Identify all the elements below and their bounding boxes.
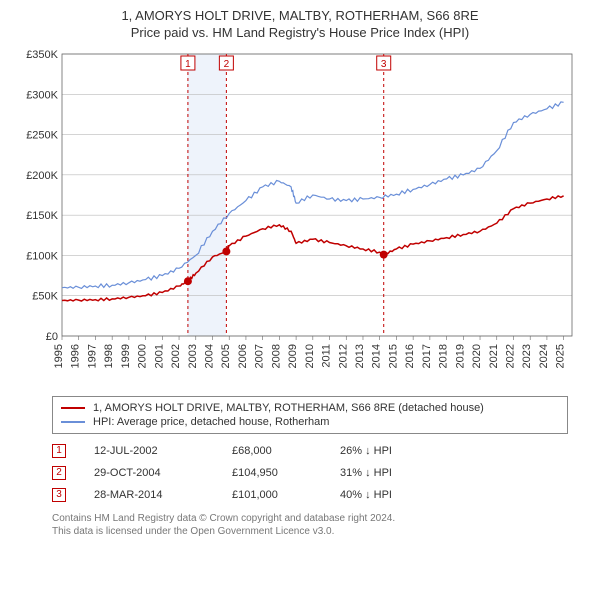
legend-label: HPI: Average price, detached house, Roth… (93, 416, 329, 428)
x-tick-label: 2014 (371, 344, 383, 368)
series-hpi (62, 102, 564, 289)
y-tick-label: £200K (26, 170, 58, 182)
x-tick-label: 2003 (187, 344, 199, 368)
y-tick-label: £300K (26, 89, 58, 101)
sale-num-box: 2 (52, 466, 66, 480)
x-tick-label: 2017 (421, 344, 433, 368)
sale-dot (380, 250, 388, 258)
sale-hpi: 40% ↓ HPI (340, 489, 460, 501)
axis-frame (62, 54, 572, 336)
sale-row: 3 28-MAR-2014 £101,000 40% ↓ HPI (52, 484, 580, 506)
x-tick-label: 2012 (337, 344, 349, 368)
sale-num-box: 3 (52, 488, 66, 502)
sale-date: 28-MAR-2014 (94, 489, 224, 501)
x-tick-label: 2015 (387, 344, 399, 368)
y-tick-label: £50K (32, 290, 58, 302)
x-tick-label: 1997 (86, 344, 98, 368)
legend-label: 1, AMORYS HOLT DRIVE, MALTBY, ROTHERHAM,… (93, 402, 484, 414)
sale-hpi: 31% ↓ HPI (340, 467, 460, 479)
x-tick-label: 2016 (404, 344, 416, 368)
x-tick-label: 2000 (137, 344, 149, 368)
series-property (62, 196, 564, 301)
sale-marker-num: 3 (381, 59, 387, 70)
x-tick-label: 2005 (220, 344, 232, 368)
legend-row: 1, AMORYS HOLT DRIVE, MALTBY, ROTHERHAM,… (61, 401, 559, 415)
footer-line-2: This data is licensed under the Open Gov… (52, 525, 580, 539)
sale-num-box: 1 (52, 444, 66, 458)
x-tick-label: 2018 (438, 344, 450, 368)
y-tick-label: £0 (46, 331, 58, 343)
x-tick-label: 2025 (555, 344, 567, 368)
x-tick-label: 2001 (153, 344, 165, 368)
legend-swatch (61, 421, 85, 423)
sale-marker-num: 1 (185, 59, 191, 70)
x-tick-label: 2008 (270, 344, 282, 368)
x-tick-label: 2019 (454, 344, 466, 368)
sale-price: £101,000 (232, 489, 332, 501)
x-tick-label: 2004 (203, 344, 215, 368)
x-tick-label: 2010 (304, 344, 316, 368)
title-line-1: 1, AMORYS HOLT DRIVE, MALTBY, ROTHERHAM,… (10, 8, 590, 25)
legend-row: HPI: Average price, detached house, Roth… (61, 415, 559, 429)
x-tick-label: 1999 (120, 344, 132, 368)
sale-row: 2 29-OCT-2004 £104,950 31% ↓ HPI (52, 462, 580, 484)
x-tick-label: 2024 (538, 344, 550, 368)
sale-dot (222, 247, 230, 255)
footer: Contains HM Land Registry data © Crown c… (52, 512, 580, 539)
y-tick-label: £250K (26, 129, 58, 141)
sale-hpi: 26% ↓ HPI (340, 445, 460, 457)
y-tick-label: £150K (26, 210, 58, 222)
x-tick-label: 2011 (321, 344, 333, 368)
sale-price: £68,000 (232, 445, 332, 457)
y-tick-label: £100K (26, 250, 58, 262)
title-line-2: Price paid vs. HM Land Registry's House … (10, 25, 590, 42)
x-tick-label: 2002 (170, 344, 182, 368)
x-tick-label: 2020 (471, 344, 483, 368)
x-tick-label: 1996 (70, 344, 82, 368)
sales-table: 1 12-JUL-2002 £68,000 26% ↓ HPI 2 29-OCT-2004… (52, 440, 580, 506)
footer-line-1: Contains HM Land Registry data © Crown c… (52, 512, 580, 526)
x-tick-label: 2023 (521, 344, 533, 368)
x-tick-label: 2021 (488, 344, 500, 368)
x-tick-label: 2013 (354, 344, 366, 368)
plot-area: £0 £50K £100K £150K £200K £250K £300K £350K 1995… (20, 48, 580, 388)
sale-row: 1 12-JUL-2002 £68,000 26% ↓ HPI (52, 440, 580, 462)
sale-dot (184, 277, 192, 285)
chart-container: 1, AMORYS HOLT DRIVE, MALTBY, ROTHERHAM,… (0, 0, 600, 549)
x-tick-label: 2006 (237, 344, 249, 368)
plot-svg: £0 £50K £100K £150K £200K £250K £300K £350K 1995… (20, 48, 580, 388)
shaded-band (187, 54, 225, 336)
x-tick-label: 2009 (287, 344, 299, 368)
sale-date: 12-JUL-2002 (94, 445, 224, 457)
sale-price: £104,950 (232, 467, 332, 479)
x-tick-label: 1998 (103, 344, 115, 368)
legend-swatch (61, 407, 85, 409)
x-tick-label: 2022 (504, 344, 516, 368)
title-block: 1, AMORYS HOLT DRIVE, MALTBY, ROTHERHAM,… (10, 8, 590, 42)
y-tick-label: £350K (26, 49, 58, 61)
legend: 1, AMORYS HOLT DRIVE, MALTBY, ROTHERHAM,… (52, 396, 568, 434)
x-tick-label: 2007 (254, 344, 266, 368)
sale-date: 29-OCT-2004 (94, 467, 224, 479)
sale-marker-num: 2 (224, 59, 230, 70)
x-tick-label: 1995 (53, 344, 65, 368)
